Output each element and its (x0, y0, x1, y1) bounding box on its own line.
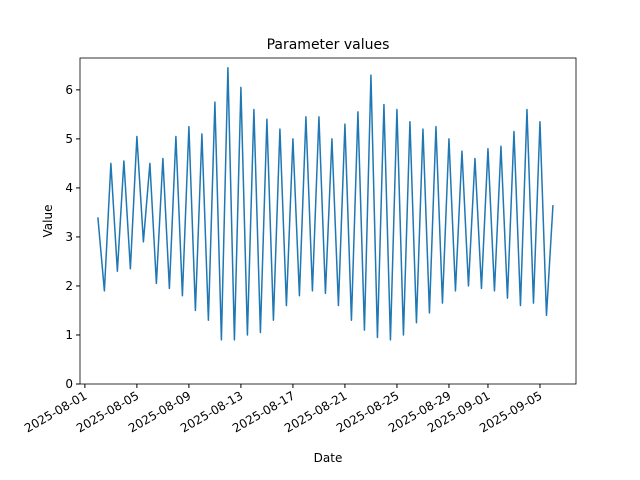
y-tick-label: 2 (65, 279, 73, 293)
y-axis-label: Value (41, 205, 55, 238)
y-tick-label: 1 (65, 328, 73, 342)
data-line (97, 67, 554, 341)
plot-frame (79, 57, 577, 385)
y-tick-label: 5 (65, 132, 73, 146)
x-axis-label: Date (314, 451, 343, 465)
y-tick-label: 3 (65, 230, 73, 244)
y-tick-label: 6 (65, 83, 73, 97)
y-tick-label: 4 (65, 181, 73, 195)
y-tick-label: 0 (65, 377, 73, 391)
chart-title: Parameter values (267, 37, 390, 53)
